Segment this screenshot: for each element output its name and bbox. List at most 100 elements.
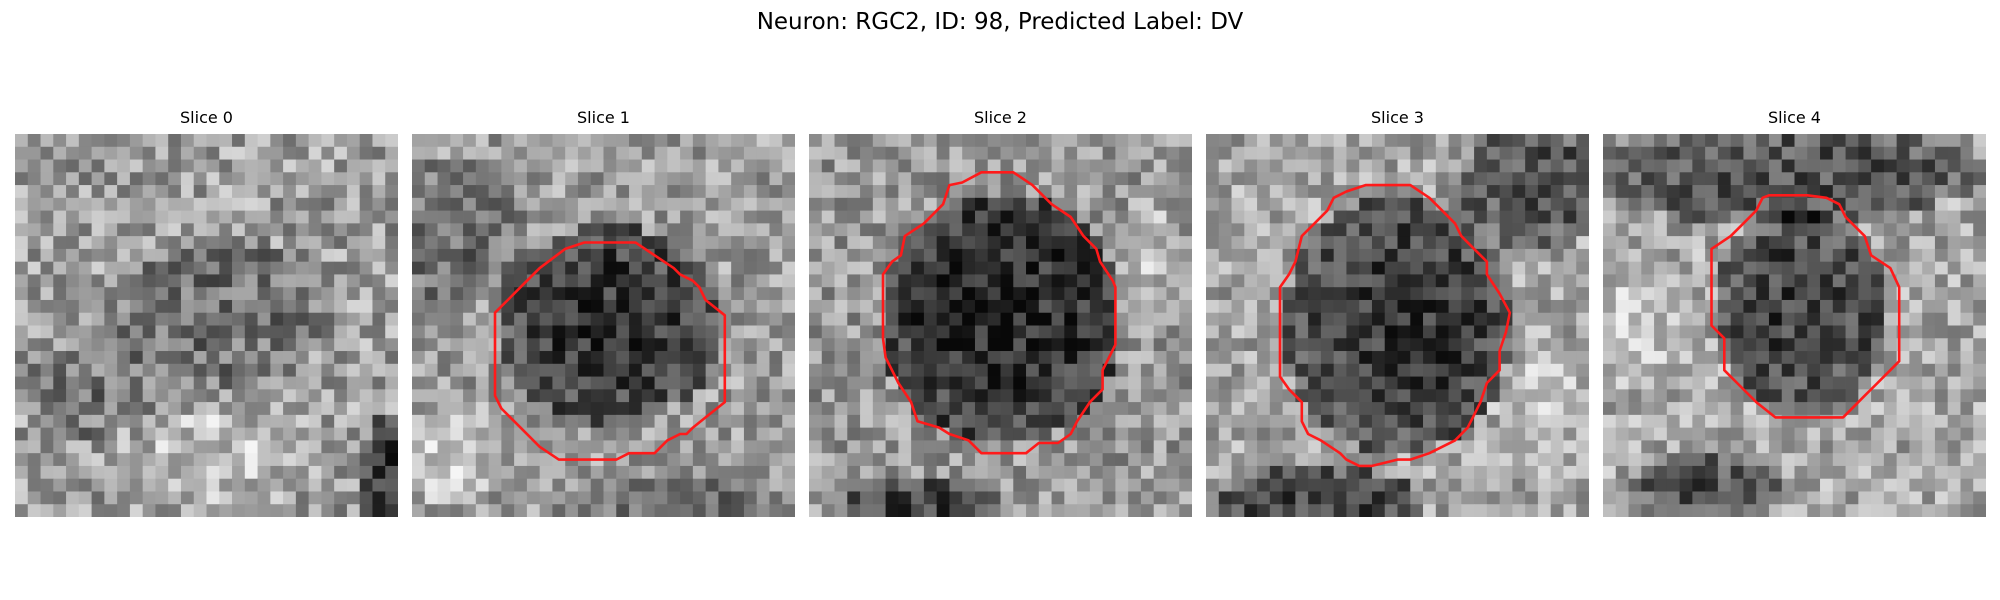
pixel — [1308, 363, 1322, 377]
pixel — [53, 338, 67, 352]
pixel — [911, 351, 925, 365]
pixel — [168, 312, 182, 326]
pixel — [1896, 185, 1910, 199]
pixel — [1244, 478, 1258, 492]
pixel — [359, 427, 373, 441]
pixel — [590, 134, 604, 148]
pixel — [257, 210, 271, 224]
pixel — [1794, 159, 1808, 173]
pixel — [257, 363, 271, 377]
pixel — [475, 325, 489, 339]
pixel — [385, 274, 398, 288]
pixel — [1410, 414, 1424, 429]
pixel — [1140, 376, 1155, 390]
pixel — [1461, 159, 1475, 173]
pixel — [53, 351, 67, 365]
pixel — [450, 453, 464, 467]
pixel — [168, 248, 182, 263]
pixel — [1692, 172, 1706, 186]
pixel — [91, 172, 105, 186]
pixel — [1934, 172, 1949, 186]
pixel — [962, 363, 976, 377]
pixel — [1858, 210, 1872, 224]
pixel — [1206, 478, 1220, 492]
pixel — [1794, 402, 1808, 416]
pixel — [219, 414, 233, 429]
pixel — [475, 363, 489, 377]
pixel — [860, 351, 874, 365]
pixel — [1832, 146, 1846, 160]
pixel — [104, 504, 118, 517]
pixel — [412, 274, 426, 288]
pixel — [629, 491, 643, 505]
pixel — [539, 274, 553, 288]
pixel — [923, 274, 938, 288]
pixel — [629, 389, 643, 403]
pixel — [1371, 248, 1386, 263]
pixel — [1359, 197, 1373, 211]
pixel — [1909, 491, 1923, 505]
pixel — [974, 325, 989, 339]
pixel — [1038, 299, 1052, 314]
pixel — [641, 491, 655, 505]
pixel — [821, 172, 835, 186]
pixel — [1474, 478, 1488, 492]
pixel — [1934, 299, 1949, 314]
pixel — [206, 504, 220, 517]
pixel — [641, 299, 655, 314]
pixel — [1537, 248, 1552, 263]
pixel — [168, 172, 182, 186]
pixel — [1295, 363, 1309, 377]
pixel — [1435, 185, 1449, 199]
pixel — [590, 185, 604, 199]
pixel — [1231, 427, 1245, 441]
pixel — [385, 146, 398, 160]
pixel — [463, 159, 477, 173]
pixel — [1026, 210, 1040, 224]
pixel — [1397, 389, 1411, 403]
pixel — [27, 504, 41, 517]
pixel — [1768, 274, 1783, 288]
pixel — [949, 146, 963, 160]
pixel — [526, 478, 541, 492]
pixel — [206, 287, 220, 301]
pixel — [1231, 261, 1245, 275]
pixel — [1359, 274, 1373, 288]
pixel — [1102, 159, 1116, 173]
pixel — [1820, 236, 1834, 250]
pixel — [1909, 427, 1923, 441]
pixel — [834, 159, 848, 173]
pixel — [821, 402, 835, 416]
pixel — [654, 427, 668, 441]
pixel — [680, 248, 694, 263]
pixel — [1537, 465, 1552, 480]
pixel — [1832, 338, 1846, 352]
pixel — [641, 389, 655, 403]
pixel — [1308, 504, 1322, 517]
pixel — [667, 453, 681, 467]
pixel — [232, 299, 246, 314]
pixel — [898, 159, 912, 173]
pixel — [193, 159, 207, 173]
pixel — [142, 453, 156, 467]
pixel — [565, 325, 579, 339]
pixel — [974, 491, 989, 505]
pixel — [1333, 248, 1347, 263]
pixel — [15, 134, 29, 148]
pixel — [667, 197, 681, 211]
pixel — [155, 197, 169, 211]
pixel — [129, 236, 144, 250]
pixel — [1730, 299, 1744, 314]
pixel — [1371, 210, 1386, 224]
pixel — [1423, 414, 1437, 429]
pixel — [1641, 274, 1655, 288]
pixel — [565, 338, 579, 352]
pixel — [718, 223, 732, 237]
pixel — [1474, 465, 1488, 480]
pixel — [616, 172, 630, 186]
pixel — [860, 248, 874, 263]
pixel — [501, 453, 515, 467]
pixel — [1973, 376, 1986, 390]
pixel — [1858, 261, 1872, 275]
pixel — [860, 338, 874, 352]
